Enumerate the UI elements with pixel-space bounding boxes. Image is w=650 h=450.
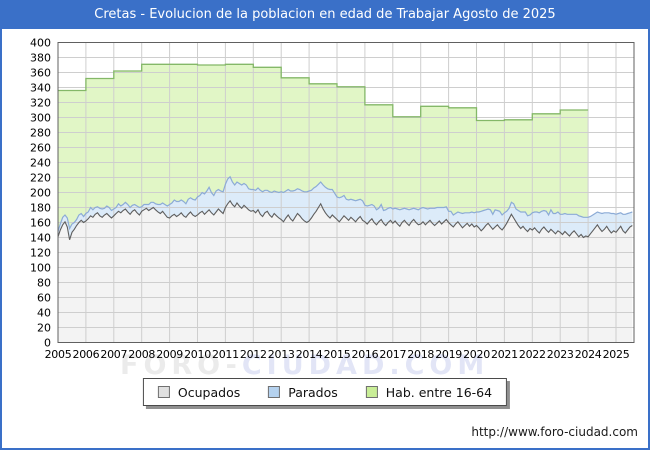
svg-text:2018: 2018 xyxy=(407,348,434,361)
svg-text:300: 300 xyxy=(30,112,51,125)
svg-text:100: 100 xyxy=(30,262,51,275)
legend-item-hab-16-64: Hab. entre 16-64 xyxy=(365,384,493,400)
svg-text:320: 320 xyxy=(30,97,51,110)
svg-text:140: 140 xyxy=(30,232,51,245)
svg-text:340: 340 xyxy=(30,82,51,95)
legend-label-hab-16-64: Hab. entre 16-64 xyxy=(385,384,493,400)
svg-text:40: 40 xyxy=(37,307,51,320)
svg-text:120: 120 xyxy=(30,247,51,260)
watermark-text-2: CIUDAD.COM xyxy=(241,350,490,381)
svg-text:2016: 2016 xyxy=(352,348,379,361)
svg-text:2014: 2014 xyxy=(296,348,323,361)
svg-text:2020: 2020 xyxy=(463,348,490,361)
title-bar: Cretas - Evolucion de la poblacion en ed… xyxy=(2,2,648,29)
svg-text:2012: 2012 xyxy=(240,348,267,361)
svg-text:0: 0 xyxy=(44,337,51,350)
svg-text:280: 280 xyxy=(30,127,51,140)
svg-text:2023: 2023 xyxy=(547,348,574,361)
svg-text:2015: 2015 xyxy=(324,348,351,361)
chart-gridlines xyxy=(58,42,634,343)
svg-text:240: 240 xyxy=(30,157,51,170)
footer-url-link[interactable]: http://www.foro-ciudad.com xyxy=(471,425,638,439)
svg-text:2017: 2017 xyxy=(379,348,406,361)
svg-text:2005: 2005 xyxy=(45,348,72,361)
chart-axis-labels: 0 20 40 60 80 100 120 140 160 180 200 220 240 260 280 3… xyxy=(30,37,630,362)
watermark-text-1: FORO- xyxy=(120,350,242,381)
parados-swatch-icon xyxy=(268,386,281,398)
ocupados-swatch-icon xyxy=(157,386,170,398)
legend-item-ocupados: Ocupados xyxy=(157,384,241,400)
chart-legend: Ocupados Parados Hab. entre 16-64 xyxy=(142,378,508,406)
chart-plot-frame xyxy=(57,42,635,343)
legend-item-parados: Parados xyxy=(268,385,338,400)
svg-text:2006: 2006 xyxy=(73,348,100,361)
svg-text:2013: 2013 xyxy=(268,348,295,361)
legend-label-ocupados: Ocupados xyxy=(177,384,241,400)
svg-text:2011: 2011 xyxy=(212,348,239,361)
svg-text:2021: 2021 xyxy=(491,348,518,361)
svg-text:2022: 2022 xyxy=(519,348,546,361)
svg-text:200: 200 xyxy=(30,187,51,200)
svg-text:60: 60 xyxy=(37,292,51,305)
chart-areas xyxy=(58,64,633,343)
svg-text:220: 220 xyxy=(30,172,51,185)
svg-text:2008: 2008 xyxy=(128,348,155,361)
svg-text:2009: 2009 xyxy=(156,348,183,361)
chart-series-lines xyxy=(57,63,633,240)
svg-text:2007: 2007 xyxy=(100,348,127,361)
svg-text:400: 400 xyxy=(30,37,51,50)
svg-text:260: 260 xyxy=(30,142,51,155)
svg-text:2019: 2019 xyxy=(435,348,462,361)
svg-text:2024: 2024 xyxy=(575,348,602,361)
svg-text:2010: 2010 xyxy=(184,348,211,361)
svg-text:20: 20 xyxy=(37,322,51,335)
svg-text:80: 80 xyxy=(37,277,51,290)
svg-text:360: 360 xyxy=(30,67,51,80)
svg-text:180: 180 xyxy=(30,202,51,215)
page-title: Cretas - Evolucion de la poblacion en ed… xyxy=(94,7,556,22)
watermark: FORO-CIUDAD.COM xyxy=(120,350,570,382)
svg-text:2025: 2025 xyxy=(603,348,630,361)
hab-16-64-swatch-icon xyxy=(365,386,378,398)
svg-text:380: 380 xyxy=(30,52,51,65)
legend-label-parados: Parados xyxy=(288,384,338,400)
svg-text:160: 160 xyxy=(30,217,51,230)
